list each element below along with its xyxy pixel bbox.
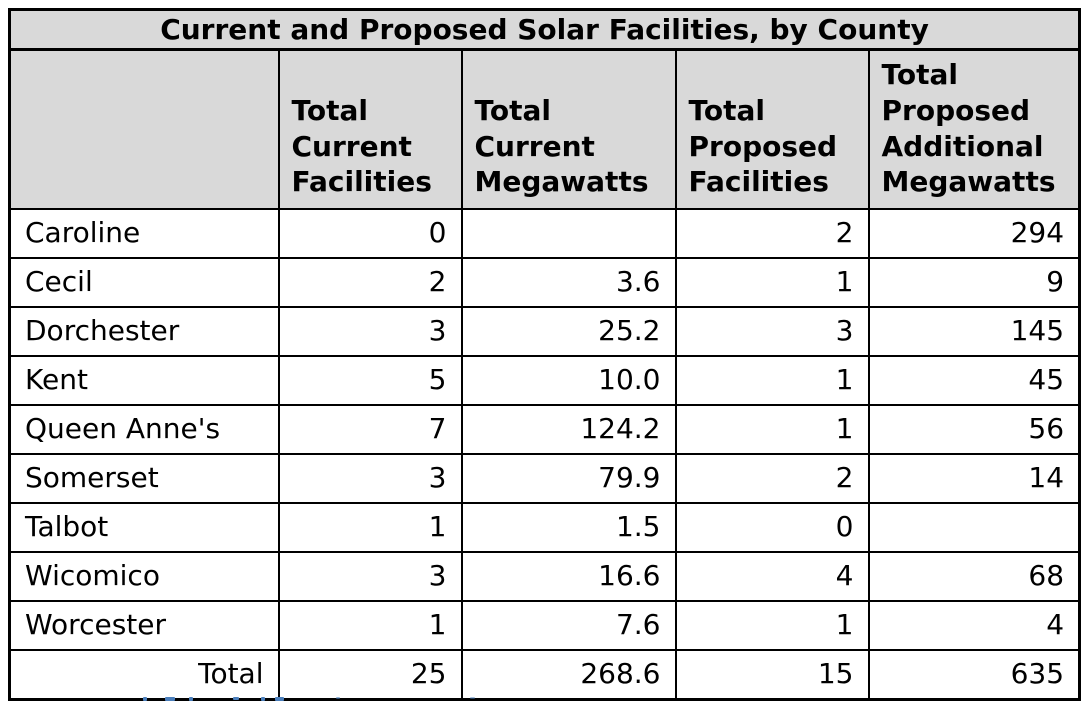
table-row: Kent 5 10.0 1 45 bbox=[8, 355, 1081, 407]
current-megawatts-cell: 3.6 bbox=[460, 257, 677, 309]
proposed-additional-megawatts-cell: 56 bbox=[867, 404, 1081, 456]
county-cell: Queen Anne's bbox=[8, 404, 280, 456]
county-cell: Wicomico bbox=[8, 551, 280, 603]
proposed-facilities-cell: 0 bbox=[674, 502, 870, 554]
current-megawatts-cell: 16.6 bbox=[460, 551, 677, 603]
table-header-row: Total Current Facilities Total Current M… bbox=[8, 48, 1081, 211]
table-row: Dorchester 3 25.2 3 145 bbox=[8, 306, 1081, 358]
column-header-total-current-megawatts: Total Current Megawatts bbox=[460, 48, 677, 211]
clipped-glyph-mark bbox=[261, 697, 265, 701]
clipped-glyph-mark bbox=[189, 697, 193, 701]
total-label-cell: Total bbox=[8, 649, 280, 701]
proposed-additional-megawatts-cell: 4 bbox=[867, 600, 1081, 652]
clipped-glyph-mark bbox=[233, 697, 239, 700]
column-header-total-current-facilities: Total Current Facilities bbox=[277, 48, 463, 211]
current-facilities-cell: 1 bbox=[277, 502, 463, 554]
column-header-county bbox=[8, 48, 280, 211]
county-cell: Caroline bbox=[8, 208, 280, 260]
current-megawatts-cell: 79.9 bbox=[460, 453, 677, 505]
clipped-glyph-mark bbox=[165, 697, 175, 701]
current-megawatts-cell bbox=[460, 208, 677, 260]
current-megawatts-cell: 1.5 bbox=[460, 502, 677, 554]
total-current-facilities-cell: 25 bbox=[277, 649, 463, 701]
proposed-facilities-cell: 1 bbox=[674, 404, 870, 456]
proposed-facilities-cell: 1 bbox=[674, 257, 870, 309]
total-current-megawatts-cell: 268.6 bbox=[460, 649, 677, 701]
proposed-facilities-cell: 2 bbox=[674, 208, 870, 260]
proposed-additional-megawatts-cell: 145 bbox=[867, 306, 1081, 358]
table-title-row: Current and Proposed Solar Facilities, b… bbox=[8, 8, 1081, 51]
county-cell: Talbot bbox=[8, 502, 280, 554]
current-facilities-cell: 7 bbox=[277, 404, 463, 456]
proposed-additional-megawatts-cell: 68 bbox=[867, 551, 1081, 603]
clipped-glyph-mark bbox=[470, 697, 475, 699]
proposed-facilities-cell: 4 bbox=[674, 551, 870, 603]
proposed-facilities-cell: 1 bbox=[674, 600, 870, 652]
clipped-glyph-mark bbox=[336, 697, 340, 699]
solar-facilities-table: Current and Proposed Solar Facilities, b… bbox=[8, 8, 1082, 701]
clipped-glyph-mark bbox=[275, 697, 284, 701]
proposed-additional-megawatts-cell: 294 bbox=[867, 208, 1081, 260]
proposed-facilities-cell: 1 bbox=[674, 355, 870, 407]
proposed-facilities-cell: 3 bbox=[674, 306, 870, 358]
table-row: Cecil 2 3.6 1 9 bbox=[8, 257, 1081, 309]
current-facilities-cell: 0 bbox=[277, 208, 463, 260]
proposed-additional-megawatts-cell: 9 bbox=[867, 257, 1081, 309]
county-cell: Worcester bbox=[8, 600, 280, 652]
current-megawatts-cell: 7.6 bbox=[460, 600, 677, 652]
current-facilities-cell: 3 bbox=[277, 551, 463, 603]
table-row: Wicomico 3 16.6 4 68 bbox=[8, 551, 1081, 603]
column-header-total-proposed-additional-megawatts: Total Proposed Additional Megawatts bbox=[867, 48, 1081, 211]
total-proposed-additional-megawatts-cell: 635 bbox=[867, 649, 1081, 701]
table-row: Somerset 3 79.9 2 14 bbox=[8, 453, 1081, 505]
current-facilities-cell: 3 bbox=[277, 306, 463, 358]
clipped-glyph-mark bbox=[143, 697, 147, 701]
table-row: Caroline 0 2 294 bbox=[8, 208, 1081, 260]
current-facilities-cell: 5 bbox=[277, 355, 463, 407]
table-title: Current and Proposed Solar Facilities, b… bbox=[8, 8, 1081, 51]
table-total-row: Total 25 268.6 15 635 bbox=[8, 649, 1081, 701]
column-header-total-proposed-facilities: Total Proposed Facilities bbox=[674, 48, 870, 211]
county-cell: Cecil bbox=[8, 257, 280, 309]
table-row: Queen Anne's 7 124.2 1 56 bbox=[8, 404, 1081, 456]
current-facilities-cell: 2 bbox=[277, 257, 463, 309]
total-proposed-facilities-cell: 15 bbox=[674, 649, 870, 701]
proposed-additional-megawatts-cell: 14 bbox=[867, 453, 1081, 505]
clipped-footnote-link[interactable] bbox=[30, 697, 530, 702]
proposed-facilities-cell: 2 bbox=[674, 453, 870, 505]
table-row: Talbot 1 1.5 0 bbox=[8, 502, 1081, 554]
table-row: Worcester 1 7.6 1 4 bbox=[8, 600, 1081, 652]
current-facilities-cell: 1 bbox=[277, 600, 463, 652]
proposed-additional-megawatts-cell: 45 bbox=[867, 355, 1081, 407]
current-megawatts-cell: 124.2 bbox=[460, 404, 677, 456]
county-cell: Dorchester bbox=[8, 306, 280, 358]
county-cell: Kent bbox=[8, 355, 280, 407]
current-megawatts-cell: 25.2 bbox=[460, 306, 677, 358]
current-megawatts-cell: 10.0 bbox=[460, 355, 677, 407]
county-cell: Somerset bbox=[8, 453, 280, 505]
current-facilities-cell: 3 bbox=[277, 453, 463, 505]
proposed-additional-megawatts-cell bbox=[867, 502, 1081, 554]
